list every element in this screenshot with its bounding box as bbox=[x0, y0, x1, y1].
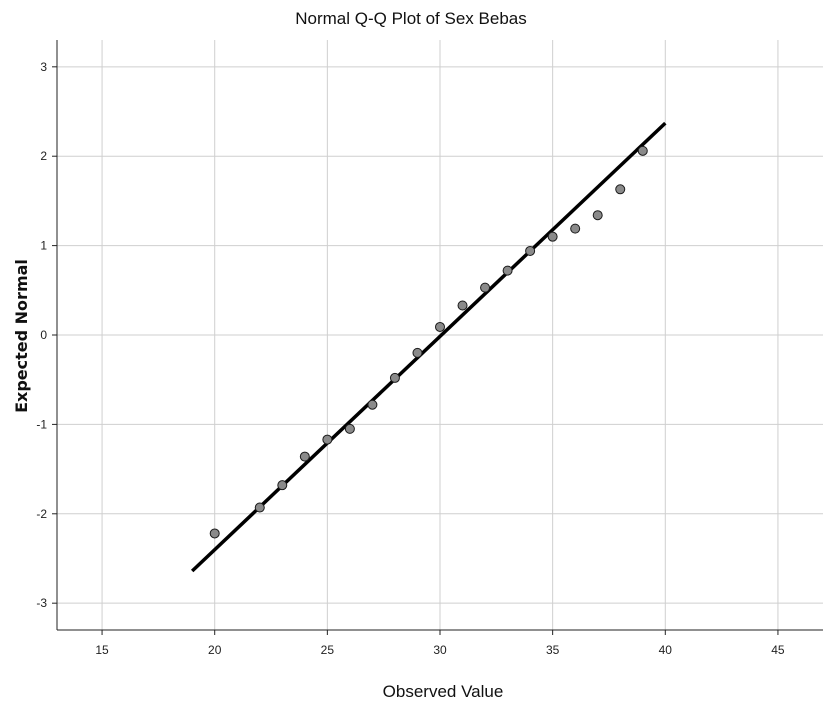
data-point-8 bbox=[412, 347, 423, 358]
data-point-2 bbox=[277, 480, 288, 491]
tick-labels: 15 20 25 30 35 40 45 3 2 1 0 -1 -2 -3 bbox=[36, 60, 785, 657]
chart-title: Normal Q-Q Plot of Sex Bebas bbox=[295, 9, 526, 28]
data-point-18 bbox=[637, 145, 648, 156]
y-tick-label--1: -1 bbox=[36, 417, 47, 431]
y-tick-label-0: 0 bbox=[40, 328, 47, 342]
y-axis-label: Expected Normal bbox=[12, 259, 31, 413]
reference-line-layer bbox=[190, 121, 667, 573]
y-tick-label-3: 3 bbox=[40, 60, 47, 74]
data-point-1 bbox=[254, 502, 265, 513]
y-tick-label--2: -2 bbox=[36, 507, 47, 521]
data-point-16 bbox=[592, 210, 603, 221]
data-points bbox=[209, 145, 648, 539]
reference-line bbox=[190, 121, 667, 573]
data-point-5 bbox=[344, 423, 355, 434]
y-tick-label--3: -3 bbox=[36, 596, 47, 610]
x-tick-label-15: 15 bbox=[95, 643, 109, 657]
data-point-4 bbox=[322, 434, 333, 445]
data-point-0 bbox=[209, 528, 220, 539]
data-point-17 bbox=[615, 184, 626, 195]
x-tick-label-40: 40 bbox=[659, 643, 673, 657]
gridlines bbox=[57, 40, 823, 630]
x-tick-label-35: 35 bbox=[546, 643, 560, 657]
data-point-10 bbox=[457, 300, 468, 311]
data-point-6 bbox=[367, 399, 378, 410]
y-tick-label-1: 1 bbox=[40, 239, 47, 253]
x-tick-label-25: 25 bbox=[321, 643, 335, 657]
data-point-11 bbox=[480, 282, 491, 293]
data-point-3 bbox=[299, 451, 310, 462]
data-point-12 bbox=[502, 265, 513, 276]
x-axis-label: Observed Value bbox=[383, 682, 504, 701]
data-point-13 bbox=[525, 245, 536, 256]
x-tick-label-45: 45 bbox=[771, 643, 785, 657]
x-tick-label-20: 20 bbox=[208, 643, 222, 657]
data-point-9 bbox=[435, 321, 445, 332]
data-point-15 bbox=[570, 223, 581, 234]
data-point-7 bbox=[389, 372, 400, 383]
data-point-14 bbox=[547, 231, 558, 242]
x-tick-label-30: 30 bbox=[433, 643, 447, 657]
y-tick-label-2: 2 bbox=[40, 149, 47, 163]
